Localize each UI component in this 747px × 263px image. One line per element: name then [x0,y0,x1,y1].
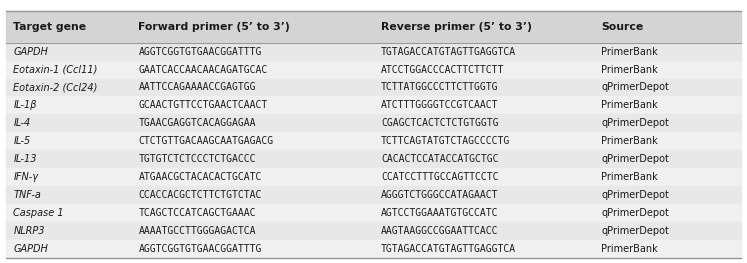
Text: AAAATGCCTTGGGAGACTCA: AAAATGCCTTGGGAGACTCA [138,226,255,236]
Text: PrimerBank: PrimerBank [601,244,658,254]
Text: qPrimerDepot: qPrimerDepot [601,154,669,164]
Bar [6,132,741,150]
Text: TNF-a: TNF-a [13,190,41,200]
Text: GAATCACCAACAACAGATGCAC: GAATCACCAACAACAGATGCAC [138,64,267,74]
Bar [6,11,741,43]
Bar [6,168,741,186]
Text: IL-5: IL-5 [13,136,31,146]
Bar [6,114,741,132]
Text: TGTGTCTCTCCCTCTGACCC: TGTGTCTCTCCCTCTGACCC [138,154,255,164]
Text: qPrimerDepot: qPrimerDepot [601,118,669,128]
Text: ATCTTTGGGGTCCGTCAACT: ATCTTTGGGGTCCGTCAACT [381,100,498,110]
Text: Source: Source [601,22,644,32]
Text: AGGTCGGTGTGAACGGATTTG: AGGTCGGTGTGAACGGATTTG [138,47,261,57]
Text: qPrimerDepot: qPrimerDepot [601,208,669,218]
Text: GCAACTGTTCCTGAACTCAACT: GCAACTGTTCCTGAACTCAACT [138,100,267,110]
Text: Eotaxin-1 (Ccl11): Eotaxin-1 (Ccl11) [13,64,98,74]
Text: CACACTCCATACCATGCTGC: CACACTCCATACCATGCTGC [381,154,498,164]
Bar [6,79,741,97]
Bar [6,60,741,78]
Text: Caspase 1: Caspase 1 [13,208,64,218]
Text: PrimerBank: PrimerBank [601,172,658,182]
Text: qPrimerDepot: qPrimerDepot [601,190,669,200]
Text: Eotaxin-2 (Ccl24): Eotaxin-2 (Ccl24) [13,83,98,93]
Text: ATCCTGGACCCACTTCTTCTT: ATCCTGGACCCACTTCTTCTT [381,64,504,74]
Text: PrimerBank: PrimerBank [601,100,658,110]
Bar [6,240,741,258]
Bar [6,222,741,240]
Text: Target gene: Target gene [13,22,87,32]
Bar [6,204,741,222]
Text: CTCTGTTGACAAGCAATGAGACG: CTCTGTTGACAAGCAATGAGACG [138,136,273,146]
Text: PrimerBank: PrimerBank [601,136,658,146]
Text: qPrimerDepot: qPrimerDepot [601,226,669,236]
Text: GAPDH: GAPDH [13,244,49,254]
Text: IFN-γ: IFN-γ [13,172,38,182]
Text: AAGTAAGGCCGGAATTCACC: AAGTAAGGCCGGAATTCACC [381,226,498,236]
Text: CCATCCTTTGCCAGTTCCTC: CCATCCTTTGCCAGTTCCTC [381,172,498,182]
Text: IL-1β: IL-1β [13,100,37,110]
Text: NLRP3: NLRP3 [13,226,45,236]
Text: Forward primer (5’ to 3’): Forward primer (5’ to 3’) [138,22,290,32]
Bar [6,186,741,204]
Text: AGGTCGGTGTGAACGGATTTG: AGGTCGGTGTGAACGGATTTG [138,244,261,254]
Text: TGAACGAGGTCACAGGAGAA: TGAACGAGGTCACAGGAGAA [138,118,255,128]
Text: IL-4: IL-4 [13,118,31,128]
Bar [6,43,741,60]
Text: IL-13: IL-13 [13,154,37,164]
Text: Reverse primer (5’ to 3’): Reverse primer (5’ to 3’) [381,22,532,32]
Text: AGTCCTGGAAATGTGCCATC: AGTCCTGGAAATGTGCCATC [381,208,498,218]
Text: TCTTATGGCCCTTCTTGGTG: TCTTATGGCCCTTCTTGGTG [381,83,498,93]
Text: qPrimerDepot: qPrimerDepot [601,83,669,93]
Bar [6,150,741,168]
Bar [6,97,741,114]
Text: GAPDH: GAPDH [13,47,49,57]
Text: ATGAACGCTACACACTGCATC: ATGAACGCTACACACTGCATC [138,172,261,182]
Text: AGGGTCTGGGCCATAGAACT: AGGGTCTGGGCCATAGAACT [381,190,498,200]
Text: PrimerBank: PrimerBank [601,64,658,74]
Text: TCAGCTCCATCAGCTGAAAC: TCAGCTCCATCAGCTGAAAC [138,208,255,218]
Text: TCTTCAGTATGTCTAGCCCCTG: TCTTCAGTATGTCTAGCCCCTG [381,136,510,146]
Text: TGTAGACCATGTAGTTGAGGTCA: TGTAGACCATGTAGTTGAGGTCA [381,244,516,254]
Text: CGAGCTCACTCTCTGTGGTG: CGAGCTCACTCTCTGTGGTG [381,118,498,128]
Text: AATTCCAGAAAACCGAGTGG: AATTCCAGAAAACCGAGTGG [138,83,255,93]
Text: TGTAGACCATGTAGTTGAGGTCA: TGTAGACCATGTAGTTGAGGTCA [381,47,516,57]
Text: CCACCACGCTCTTCTGTCTAC: CCACCACGCTCTTCTGTCTAC [138,190,261,200]
Text: PrimerBank: PrimerBank [601,47,658,57]
